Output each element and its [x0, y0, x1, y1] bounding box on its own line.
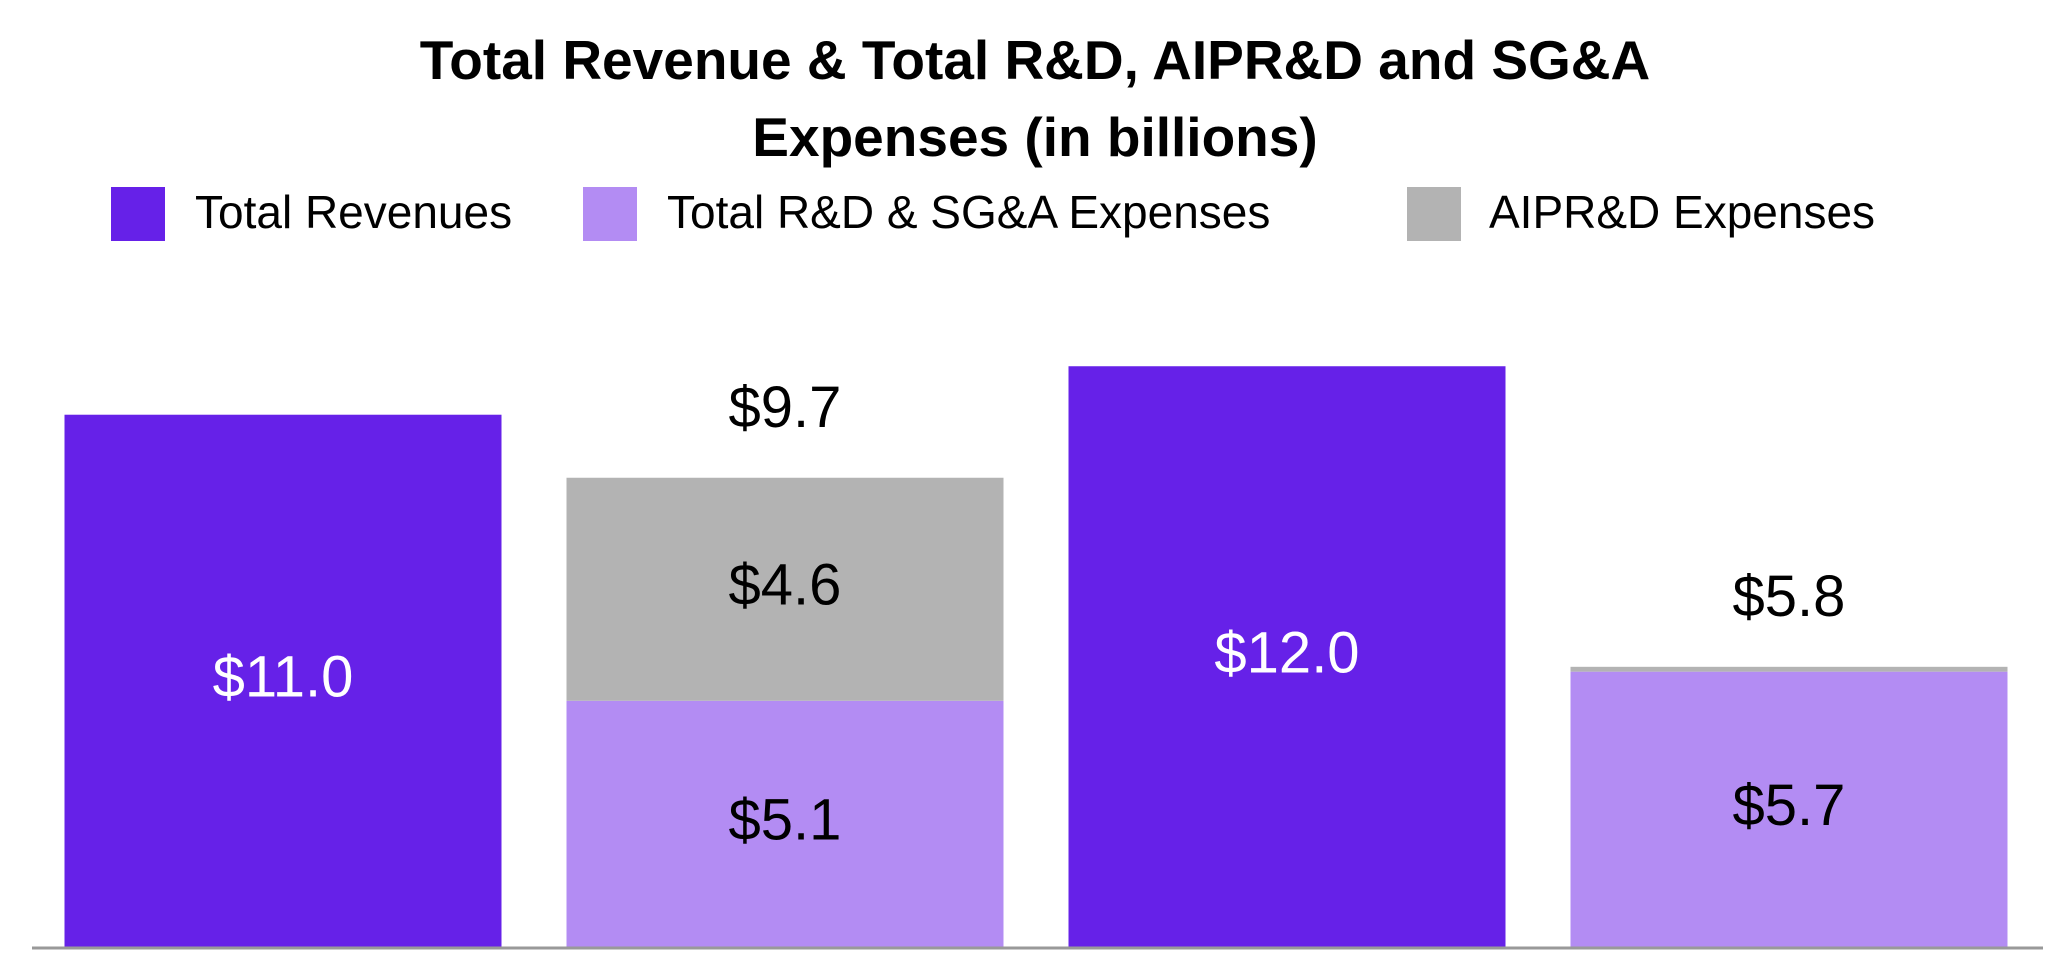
legend-label: Total Revenues [195, 186, 512, 238]
bar-segment [1570, 671, 2008, 948]
data-label: $5.1 [729, 788, 842, 853]
bar-segment [64, 414, 502, 949]
legend-label: AIPR&D Expenses [1489, 186, 1875, 238]
legend-swatch [583, 187, 637, 241]
data-label: $11.0 [213, 645, 354, 710]
bar-segment [1068, 366, 1506, 948]
data-label: $4.6 [729, 553, 842, 618]
legend-swatch [111, 187, 165, 241]
legend-swatch [1407, 187, 1461, 241]
total-label: $9.7 [729, 375, 842, 440]
total-label: $5.8 [1733, 564, 1846, 629]
data-label: $5.7 [1733, 773, 1846, 838]
data-label: $12.0 [1214, 620, 1359, 685]
legend-label: Total R&D & SG&A Expenses [667, 186, 1270, 238]
chart-title: Total Revenue & Total R&D, AIPR&D and SG… [419, 29, 1651, 168]
bar-segment [1570, 666, 2008, 672]
bar-segment [566, 700, 1004, 948]
bar-segment [566, 477, 1004, 701]
